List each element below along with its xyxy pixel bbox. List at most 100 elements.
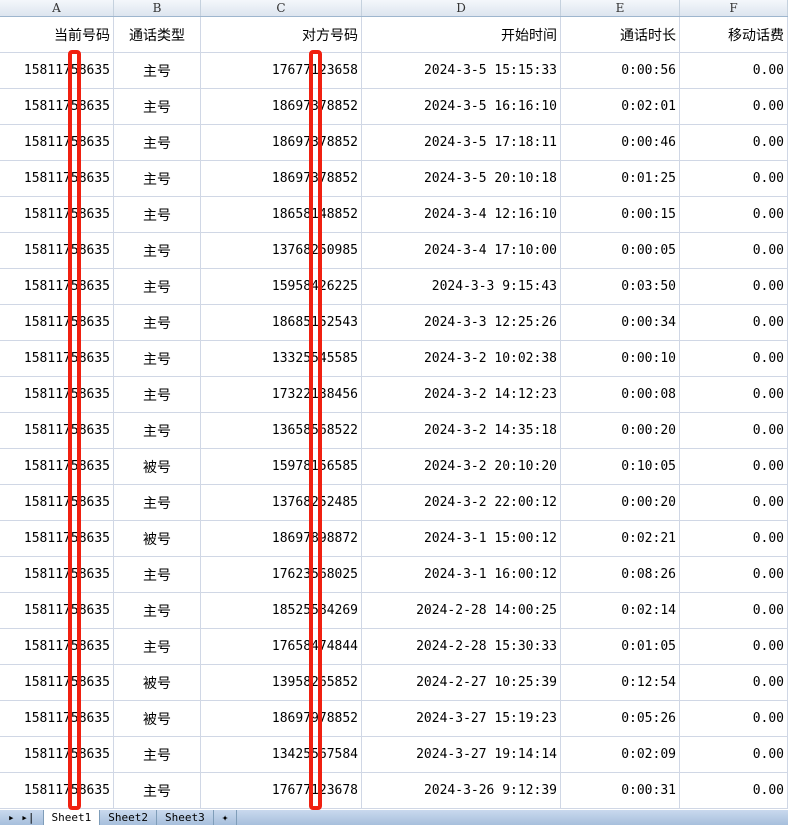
cell-duration[interactable]: 0:00:05 — [561, 233, 680, 268]
cell-current-number[interactable]: 15811758635 — [0, 701, 114, 736]
cell-fee[interactable]: 0.00 — [680, 197, 788, 232]
header-call-type[interactable]: 通话类型 — [114, 17, 201, 52]
cell-other-number[interactable]: 13958265852 — [201, 665, 362, 700]
cell-other-number[interactable]: 17322138456 — [201, 377, 362, 412]
cell-call-type[interactable]: 主号 — [114, 125, 201, 160]
cell-call-type[interactable]: 主号 — [114, 341, 201, 376]
header-fee[interactable]: 移动话费 — [680, 17, 788, 52]
cell-start-time[interactable]: 2024-2-28 14:00:25 — [362, 593, 561, 628]
sheet-tab-3[interactable]: Sheet3 — [157, 810, 214, 825]
cell-current-number[interactable]: 15811758635 — [0, 377, 114, 412]
cell-current-number[interactable]: 15811758635 — [0, 53, 114, 88]
cell-fee[interactable]: 0.00 — [680, 53, 788, 88]
cell-start-time[interactable]: 2024-3-2 22:00:12 — [362, 485, 561, 520]
cell-other-number[interactable]: 18697378852 — [201, 89, 362, 124]
cell-current-number[interactable]: 15811758635 — [0, 629, 114, 664]
cell-other-number[interactable]: 13658568522 — [201, 413, 362, 448]
cell-start-time[interactable]: 2024-3-3 12:25:26 — [362, 305, 561, 340]
column-header-a[interactable]: A — [0, 0, 114, 16]
cell-fee[interactable]: 0.00 — [680, 449, 788, 484]
sheet-tab-1[interactable]: Sheet1 — [43, 810, 101, 825]
cell-call-type[interactable]: 主号 — [114, 305, 201, 340]
cell-current-number[interactable]: 15811758635 — [0, 593, 114, 628]
cell-start-time[interactable]: 2024-2-28 15:30:33 — [362, 629, 561, 664]
cell-other-number[interactable]: 18658148852 — [201, 197, 362, 232]
cell-current-number[interactable]: 15811758635 — [0, 557, 114, 592]
cell-call-type[interactable]: 主号 — [114, 773, 201, 808]
cell-start-time[interactable]: 2024-3-1 15:00:12 — [362, 521, 561, 556]
cell-current-number[interactable]: 15811758635 — [0, 485, 114, 520]
cell-other-number[interactable]: 18697378852 — [201, 125, 362, 160]
cell-start-time[interactable]: 2024-3-27 15:19:23 — [362, 701, 561, 736]
cell-current-number[interactable]: 15811758635 — [0, 89, 114, 124]
cell-current-number[interactable]: 15811758635 — [0, 521, 114, 556]
cell-other-number[interactable]: 18685152543 — [201, 305, 362, 340]
cell-start-time[interactable]: 2024-3-5 20:10:18 — [362, 161, 561, 196]
cell-start-time[interactable]: 2024-3-5 15:15:33 — [362, 53, 561, 88]
cell-duration[interactable]: 0:02:09 — [561, 737, 680, 772]
insert-sheet-icon[interactable]: ✦ — [214, 810, 238, 825]
cell-duration[interactable]: 0:00:08 — [561, 377, 680, 412]
cell-other-number[interactable]: 13768252485 — [201, 485, 362, 520]
cell-current-number[interactable]: 15811758635 — [0, 341, 114, 376]
cell-fee[interactable]: 0.00 — [680, 665, 788, 700]
cell-duration[interactable]: 0:12:54 — [561, 665, 680, 700]
cell-start-time[interactable]: 2024-3-27 19:14:14 — [362, 737, 561, 772]
column-header-f[interactable]: F — [680, 0, 788, 16]
cell-call-type[interactable]: 主号 — [114, 629, 201, 664]
cell-other-number[interactable]: 17658474844 — [201, 629, 362, 664]
cell-start-time[interactable]: 2024-3-2 14:12:23 — [362, 377, 561, 412]
cell-start-time[interactable]: 2024-3-2 14:35:18 — [362, 413, 561, 448]
cell-start-time[interactable]: 2024-2-27 10:25:39 — [362, 665, 561, 700]
cell-current-number[interactable]: 15811758635 — [0, 413, 114, 448]
column-header-e[interactable]: E — [561, 0, 680, 16]
column-header-b[interactable]: B — [114, 0, 201, 16]
column-header-d[interactable]: D — [362, 0, 561, 16]
cell-call-type[interactable]: 主号 — [114, 593, 201, 628]
cell-fee[interactable]: 0.00 — [680, 89, 788, 124]
cell-call-type[interactable]: 被号 — [114, 521, 201, 556]
cell-call-type[interactable]: 主号 — [114, 377, 201, 412]
cell-call-type[interactable]: 主号 — [114, 53, 201, 88]
cell-fee[interactable]: 0.00 — [680, 305, 788, 340]
cell-other-number[interactable]: 15978156585 — [201, 449, 362, 484]
cell-other-number[interactable]: 18697898872 — [201, 521, 362, 556]
header-current-number[interactable]: 当前号码 — [0, 17, 114, 52]
cell-fee[interactable]: 0.00 — [680, 521, 788, 556]
cell-start-time[interactable]: 2024-3-1 16:00:12 — [362, 557, 561, 592]
cell-other-number[interactable]: 18525584269 — [201, 593, 362, 628]
cell-fee[interactable]: 0.00 — [680, 701, 788, 736]
cell-other-number[interactable]: 18697978852 — [201, 701, 362, 736]
cell-call-type[interactable]: 被号 — [114, 449, 201, 484]
cell-other-number[interactable]: 17623568025 — [201, 557, 362, 592]
cell-call-type[interactable]: 主号 — [114, 161, 201, 196]
cell-duration[interactable]: 0:00:46 — [561, 125, 680, 160]
cell-fee[interactable]: 0.00 — [680, 773, 788, 808]
cell-fee[interactable]: 0.00 — [680, 269, 788, 304]
cell-duration[interactable]: 0:01:25 — [561, 161, 680, 196]
cell-other-number[interactable]: 13768250985 — [201, 233, 362, 268]
cell-current-number[interactable]: 15811758635 — [0, 233, 114, 268]
cell-duration[interactable]: 0:02:21 — [561, 521, 680, 556]
cell-duration[interactable]: 0:01:05 — [561, 629, 680, 664]
column-header-c[interactable]: C — [201, 0, 362, 16]
cell-duration[interactable]: 0:00:31 — [561, 773, 680, 808]
cell-start-time[interactable]: 2024-3-26 9:12:39 — [362, 773, 561, 808]
cell-duration[interactable]: 0:03:50 — [561, 269, 680, 304]
cell-current-number[interactable]: 15811758635 — [0, 449, 114, 484]
cell-current-number[interactable]: 15811758635 — [0, 161, 114, 196]
cell-current-number[interactable]: 15811758635 — [0, 125, 114, 160]
cell-duration[interactable]: 0:10:05 — [561, 449, 680, 484]
cell-call-type[interactable]: 被号 — [114, 701, 201, 736]
cell-other-number[interactable]: 13425567584 — [201, 737, 362, 772]
header-duration[interactable]: 通话时长 — [561, 17, 680, 52]
cell-current-number[interactable]: 15811758635 — [0, 305, 114, 340]
cell-duration[interactable]: 0:00:56 — [561, 53, 680, 88]
tab-nav-arrows[interactable]: ▸ ▸| — [0, 810, 44, 825]
cell-current-number[interactable]: 15811758635 — [0, 665, 114, 700]
cell-call-type[interactable]: 主号 — [114, 737, 201, 772]
cell-other-number[interactable]: 18697378852 — [201, 161, 362, 196]
cell-start-time[interactable]: 2024-3-2 20:10:20 — [362, 449, 561, 484]
cell-fee[interactable]: 0.00 — [680, 233, 788, 268]
cell-start-time[interactable]: 2024-3-4 17:10:00 — [362, 233, 561, 268]
